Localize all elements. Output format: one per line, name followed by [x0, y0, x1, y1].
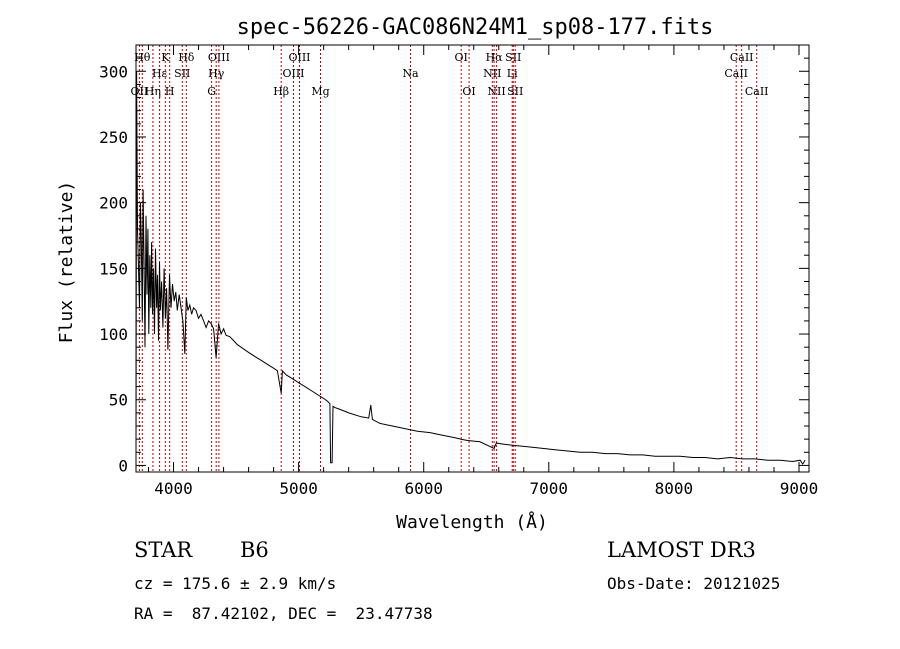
object-subclass: B6: [240, 538, 269, 562]
line-label-H-epsilon: Hε: [152, 67, 168, 80]
line-label-NII-6583: NII: [487, 85, 505, 98]
x-tick-label: 5000: [279, 479, 318, 498]
y-tick-label: 0: [118, 456, 128, 475]
line-label-SII-blue: SII: [174, 67, 190, 80]
redshift-cz: cz = 175.6 ± 2.9 km/s: [134, 574, 337, 593]
line-label-K: K: [161, 51, 170, 64]
spectrum-line: [135, 71, 806, 466]
survey-name: LAMOST DR3: [607, 538, 756, 562]
x-tick-label: 9000: [780, 479, 819, 498]
chart-title: spec-56226-GAC086N24M1_sp08-177.fits: [237, 15, 714, 40]
spectral-line-labels: OII Hθ Hη Hε K SII H Hδ G Hγ OIII Hβ OIII OIII Mg Na OI O…: [131, 51, 769, 98]
line-label-H-delta: Hδ: [178, 51, 195, 64]
x-tick-label: 6000: [404, 479, 443, 498]
line-label-G: G: [207, 85, 216, 98]
line-label-H-gamma: Hγ: [208, 67, 225, 80]
line-label-SII-6716: SII: [505, 51, 521, 64]
y-tick-label: 200: [99, 194, 128, 213]
line-label-SII-6731: SII: [507, 85, 523, 98]
line-label-H-alpha: Hα: [486, 51, 504, 64]
line-label-OIII-5007: OIII: [288, 51, 310, 64]
plot-frame: [135, 44, 810, 473]
y-tick-label: 250: [99, 128, 128, 147]
coordinates: RA = 87.42102, DEC = 23.47738: [134, 604, 433, 623]
line-label-OII: OII: [131, 85, 149, 98]
line-label-OI-6300: OI: [455, 51, 468, 64]
x-axis-ticks: 4000 5000 6000 7000 8000 9000: [148, 45, 819, 498]
x-tick-label: 8000: [655, 479, 694, 498]
line-label-H-theta: Hθ: [134, 51, 151, 64]
line-label-OI-6363: OI: [462, 85, 475, 98]
line-label-OIII-4363: OIII: [208, 51, 230, 64]
line-label-H-eta: Hη: [145, 85, 161, 98]
obs-date: Obs-Date: 20121025: [607, 574, 781, 593]
x-tick-label: 4000: [154, 479, 193, 498]
y-tick-label: 50: [109, 391, 128, 410]
line-label-CaII-8498: CaII: [724, 67, 748, 80]
line-label-OIII-4959: OIII: [282, 67, 304, 80]
x-axis-label: Wavelength (Å): [396, 511, 548, 533]
x-tick-label: 7000: [530, 479, 569, 498]
y-axis-ticks: 0 50 100 150 200 250 300: [99, 57, 809, 475]
object-class: STAR: [134, 538, 193, 562]
line-label-H-beta: Hβ: [273, 85, 289, 98]
line-label-NII-6548: NII: [483, 67, 501, 80]
line-label-Na: Na: [402, 67, 419, 80]
line-label-H: H: [165, 85, 175, 98]
y-tick-label: 300: [99, 62, 128, 81]
y-tick-label: 100: [99, 325, 128, 344]
y-tick-label: 150: [99, 259, 128, 278]
line-label-CaII-8662: CaII: [745, 85, 769, 98]
y-axis-label: Flux (relative): [56, 181, 77, 344]
line-label-CaII-8542: CaII: [730, 51, 754, 64]
line-label-Li: Li: [507, 67, 518, 80]
line-label-Mg: Mg: [311, 85, 329, 98]
spectral-line-markers: [138, 45, 758, 472]
